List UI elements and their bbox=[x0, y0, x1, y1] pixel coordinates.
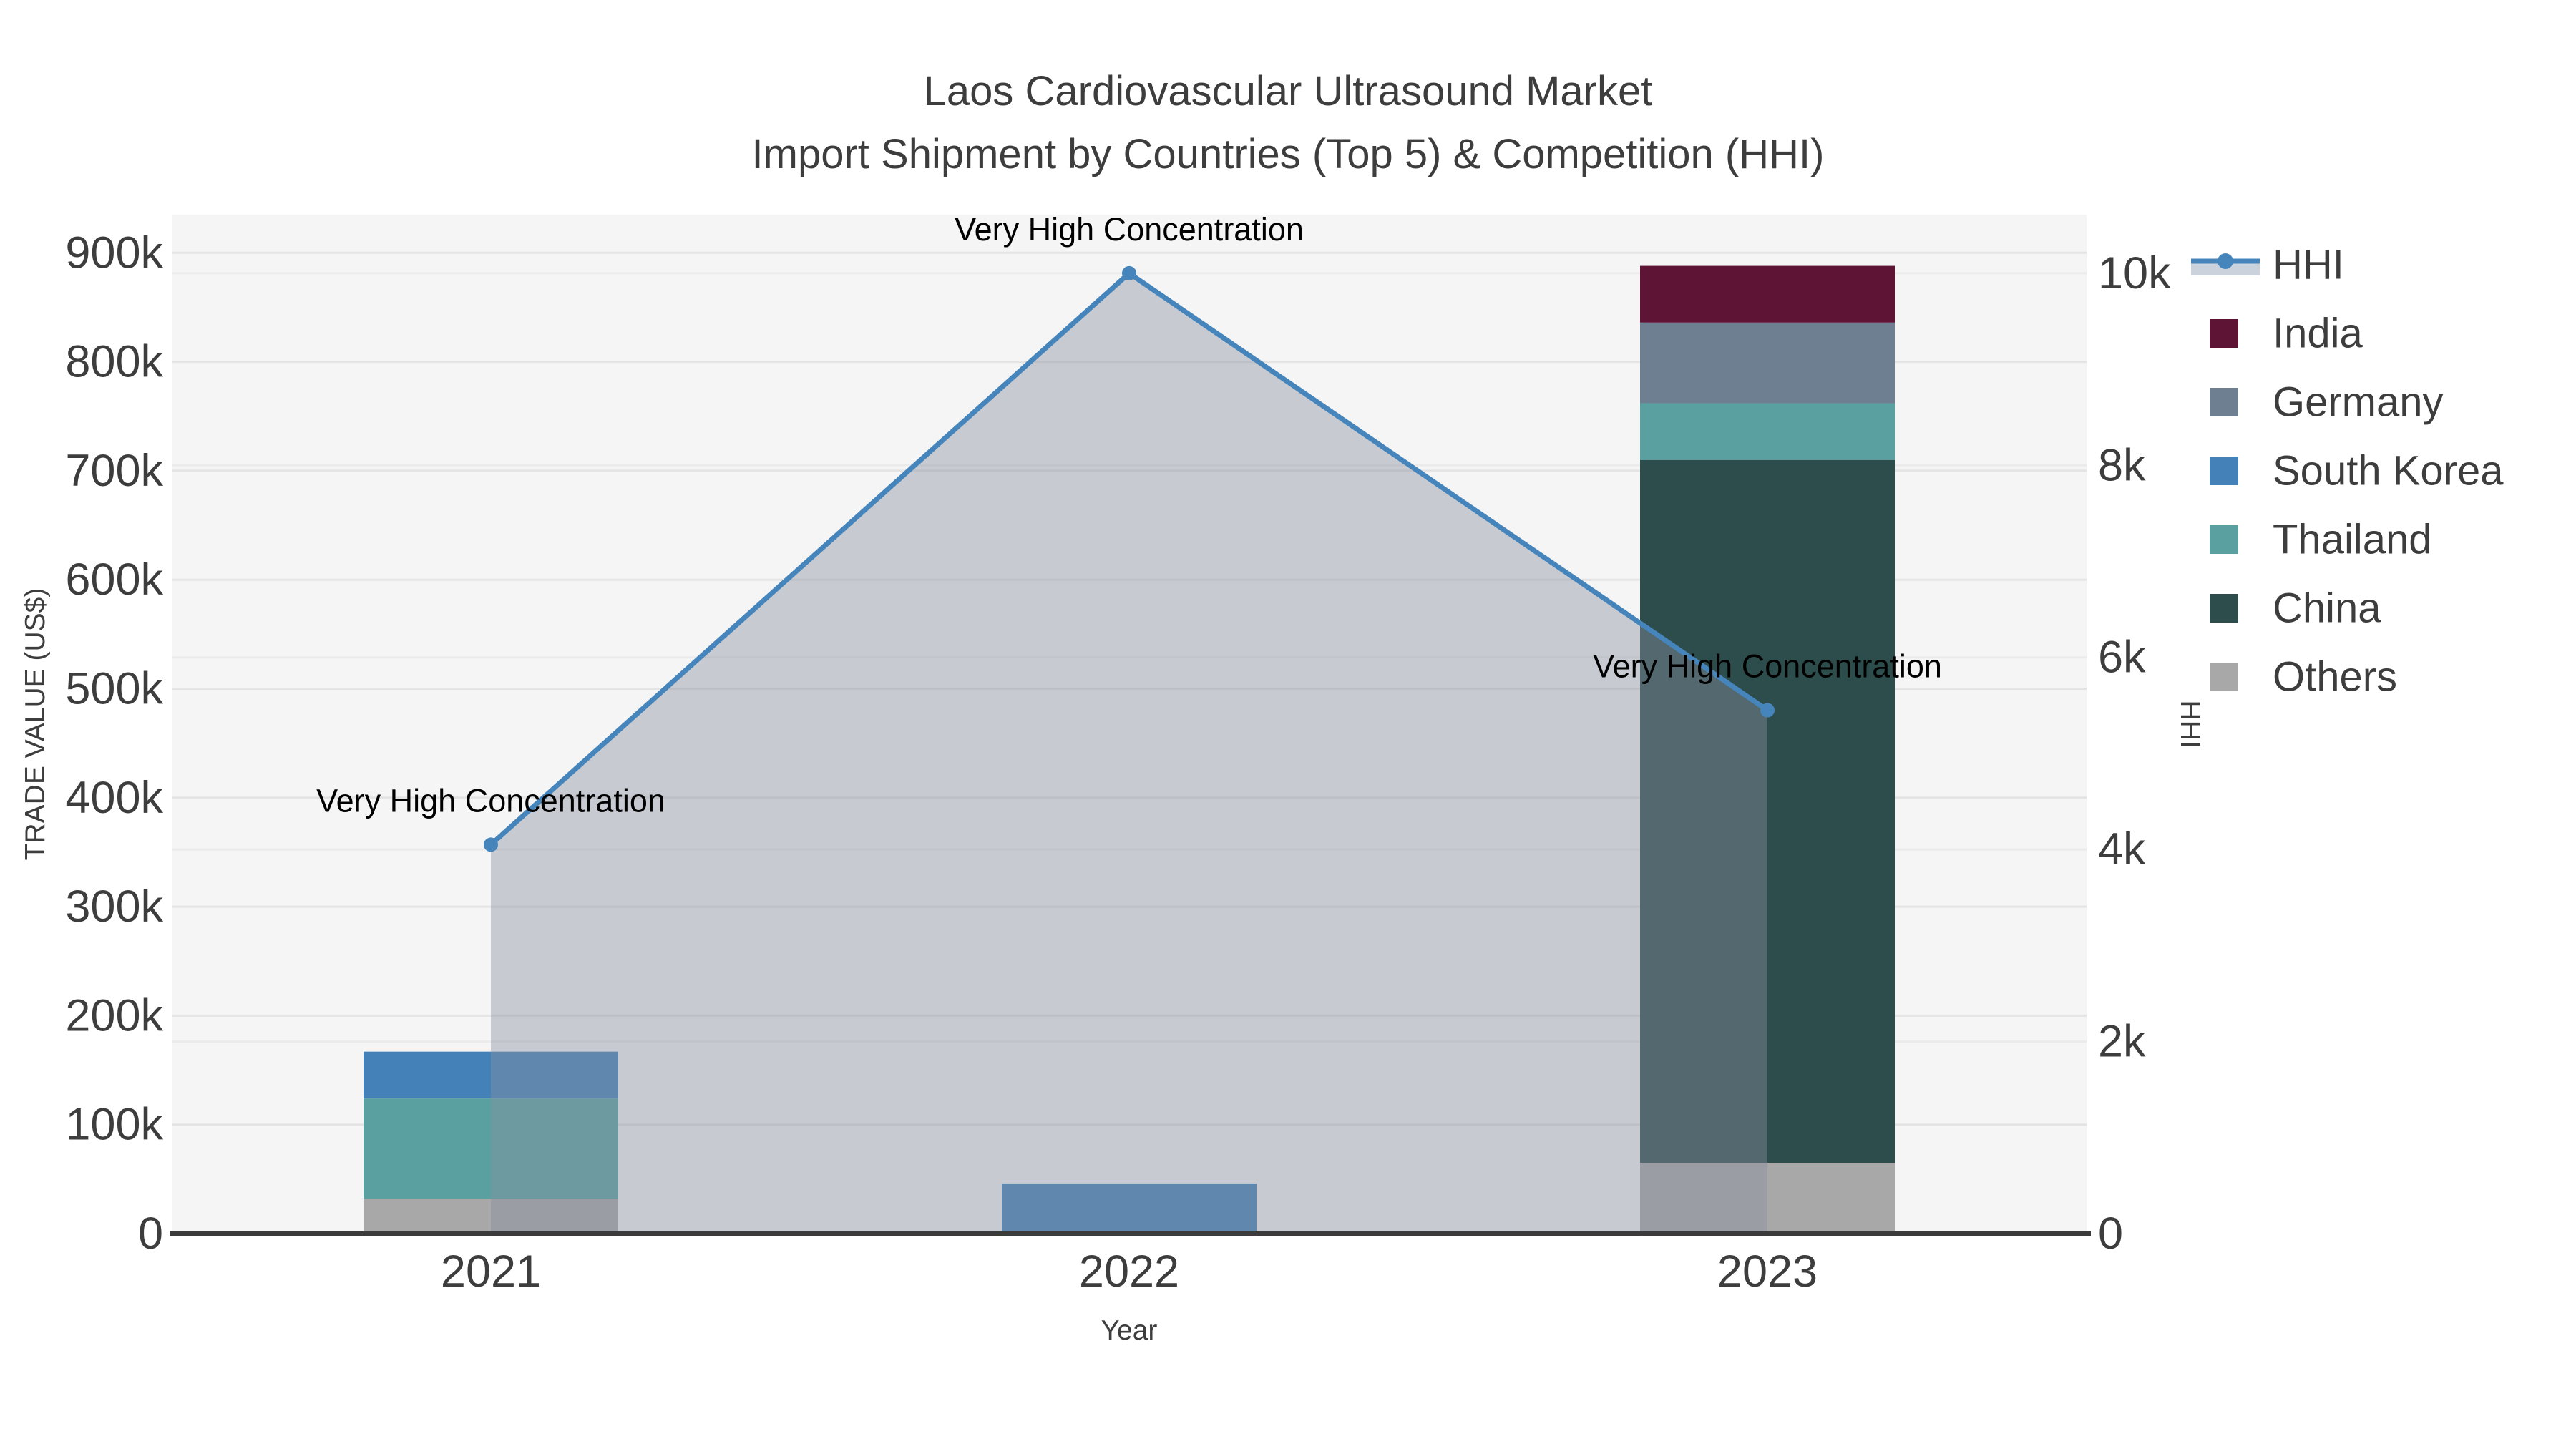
legend-item-india[interactable]: India bbox=[2210, 311, 2363, 357]
tick-label-x-2021: 2021 bbox=[441, 1246, 541, 1297]
chart-title: Laos Cardiovascular Ultrasound Market bbox=[924, 68, 1653, 114]
tick-label-y-0: 0 bbox=[138, 1209, 163, 1259]
bar-segment-south-korea-2022[interactable] bbox=[1002, 1183, 1257, 1234]
hhi-line-layer bbox=[484, 265, 1775, 852]
tick-label-y-600k: 600k bbox=[65, 555, 163, 605]
y-axis-title: TRADE VALUE (US$) bbox=[20, 588, 51, 861]
hhi-marker-2023[interactable] bbox=[1760, 703, 1775, 718]
tick-label-y-700k: 700k bbox=[65, 446, 163, 496]
tick-label-y2-8k: 8k bbox=[2098, 440, 2146, 490]
legend: HHI India Germany South Korea Thailand China O… bbox=[2191, 242, 2504, 701]
legend-item-hhi[interactable]: HHI bbox=[2191, 242, 2344, 288]
legend-label-thailand: Thailand bbox=[2273, 517, 2431, 563]
tick-label-y-500k: 500k bbox=[65, 664, 163, 714]
bar-segment-india-2023[interactable] bbox=[1640, 265, 1895, 323]
legend-label-india: India bbox=[2273, 311, 2363, 357]
tick-label-x-2023: 2023 bbox=[1717, 1246, 1818, 1297]
bar-segment-others-2023[interactable] bbox=[1640, 1163, 1895, 1234]
legend-marker-hhi bbox=[2218, 253, 2233, 269]
hhi-area-fill bbox=[491, 273, 1767, 1234]
bar-segment-south-korea-2021[interactable] bbox=[364, 1051, 618, 1099]
tick-label-y-400k: 400k bbox=[65, 773, 163, 823]
tick-label-x-2022: 2022 bbox=[1079, 1246, 1179, 1297]
annotations-layer: Very High Concentration Very High Concent… bbox=[316, 211, 1942, 819]
hhi-marker-2021[interactable] bbox=[484, 837, 498, 852]
hhi-marker-2022[interactable] bbox=[1122, 265, 1136, 280]
annotation-2023: Very High Concentration bbox=[1593, 648, 1942, 685]
tick-label-y-900k: 900k bbox=[65, 228, 163, 278]
bar-segment-china-2023[interactable] bbox=[1640, 459, 1895, 1163]
annotation-2022: Very High Concentration bbox=[955, 211, 1304, 248]
legend-label-others: Others bbox=[2273, 654, 2397, 701]
bar-segment-germany-2023[interactable] bbox=[1640, 322, 1895, 404]
chart-subtitle: Import Shipment by Countries (Top 5) & C… bbox=[752, 131, 1825, 177]
legend-label-hhi: HHI bbox=[2273, 242, 2344, 288]
legend-label-south-korea: South Korea bbox=[2273, 448, 2504, 494]
tick-label-y-300k: 300k bbox=[65, 882, 163, 932]
legend-swatch-south-korea bbox=[2210, 457, 2238, 485]
tick-label-y2-10k: 10k bbox=[2098, 248, 2171, 298]
tick-label-y2-0: 0 bbox=[2098, 1209, 2123, 1259]
bar-segment-thailand-2021[interactable] bbox=[364, 1098, 618, 1199]
bars-layer bbox=[364, 265, 1895, 1234]
annotation-2021: Very High Concentration bbox=[316, 782, 665, 819]
legend-area-band-hhi bbox=[2191, 263, 2260, 275]
tick-label-y2-2k: 2k bbox=[2098, 1017, 2146, 1067]
tick-label-y2-4k: 4k bbox=[2098, 824, 2146, 874]
bar-segment-others-2021[interactable] bbox=[364, 1199, 618, 1234]
legend-swatch-germany bbox=[2210, 388, 2238, 416]
legend-item-south-korea[interactable]: South Korea bbox=[2210, 448, 2504, 494]
legend-swatch-china bbox=[2210, 594, 2238, 623]
y2-axis-title: HHI bbox=[2175, 700, 2205, 748]
legend-label-germany: Germany bbox=[2273, 379, 2444, 426]
legend-item-china[interactable]: China bbox=[2210, 585, 2381, 632]
tick-label-y2-6k: 6k bbox=[2098, 633, 2146, 683]
legend-item-thailand[interactable]: Thailand bbox=[2210, 517, 2431, 563]
x-axis-title: Year bbox=[1101, 1315, 1158, 1346]
tick-label-y-200k: 200k bbox=[65, 990, 163, 1040]
legend-swatch-india bbox=[2210, 319, 2238, 348]
legend-swatch-others bbox=[2210, 663, 2238, 691]
bar-segment-thailand-2023[interactable] bbox=[1640, 403, 1895, 460]
legend-item-germany[interactable]: Germany bbox=[2210, 379, 2444, 426]
axis-ticks: 0 100k 200k 300k 400k 500k 600k 700k 800k 900k 0 2k… bbox=[65, 228, 2171, 1297]
legend-item-others[interactable]: Others bbox=[2210, 654, 2397, 701]
tick-label-y-800k: 800k bbox=[65, 337, 163, 387]
tick-label-y-100k: 100k bbox=[65, 1100, 163, 1150]
legend-label-china: China bbox=[2273, 585, 2381, 632]
legend-swatch-thailand bbox=[2210, 525, 2238, 554]
hhi-area-layer bbox=[491, 273, 1767, 1234]
